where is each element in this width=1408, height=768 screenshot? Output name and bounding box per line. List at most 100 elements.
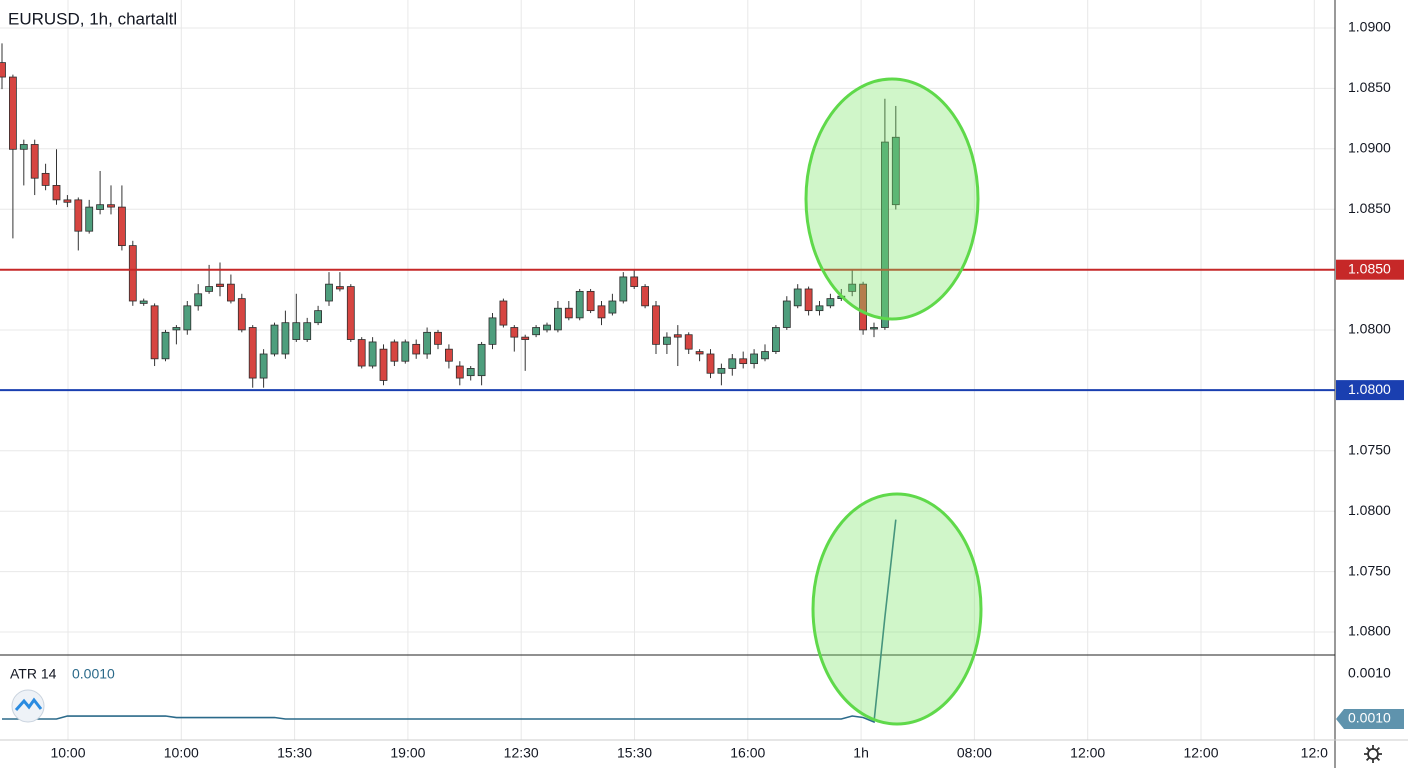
candle-body bbox=[0, 62, 6, 78]
candle-body bbox=[357, 339, 366, 367]
time-axis-label: 10:00 bbox=[50, 745, 85, 761]
candle-body bbox=[554, 307, 562, 331]
time-axis-label: 12:30 bbox=[504, 745, 539, 761]
candle-body bbox=[52, 185, 61, 201]
price-axis-label: 1.0800 bbox=[1348, 623, 1391, 639]
candle-body bbox=[19, 144, 28, 150]
candle-body bbox=[466, 368, 475, 377]
candle-body bbox=[870, 327, 878, 330]
candle-body bbox=[368, 341, 377, 367]
highlight-ellipse bbox=[811, 492, 983, 726]
highlight-ellipse bbox=[804, 77, 980, 321]
candle-body bbox=[325, 283, 333, 302]
candle-body bbox=[303, 322, 312, 340]
atr-badge bbox=[1336, 709, 1404, 730]
level-badge bbox=[1336, 259, 1404, 280]
candle-body bbox=[401, 341, 410, 362]
candle-body bbox=[488, 317, 497, 345]
grid bbox=[0, 0, 1335, 740]
time-axis-label: 15:30 bbox=[617, 745, 652, 761]
candle-body bbox=[292, 322, 301, 340]
candle-body bbox=[608, 300, 617, 314]
price-axis-label: 1.0800 bbox=[1348, 502, 1391, 518]
atr-line bbox=[2, 519, 897, 724]
candle-body bbox=[183, 305, 192, 331]
candle-body bbox=[477, 343, 486, 377]
candle-body bbox=[150, 305, 159, 360]
candle-body bbox=[641, 286, 649, 307]
price-axis-label: 1.0750 bbox=[1348, 562, 1391, 578]
settings-icon[interactable] bbox=[1364, 745, 1382, 763]
candle-body bbox=[434, 331, 442, 345]
candle-body bbox=[128, 245, 137, 302]
time-axis-label: 16:00 bbox=[730, 745, 765, 761]
candle-body bbox=[499, 300, 508, 326]
candle-body bbox=[8, 76, 17, 150]
candle-body bbox=[118, 206, 126, 247]
candle-body bbox=[412, 343, 421, 355]
candle-body bbox=[172, 327, 181, 331]
candle-body bbox=[859, 283, 867, 331]
candle-body bbox=[390, 341, 399, 362]
candle-body bbox=[706, 353, 715, 374]
candle-body bbox=[663, 336, 671, 345]
candle-body bbox=[815, 305, 824, 312]
candle-body bbox=[335, 286, 344, 290]
candle-body bbox=[826, 298, 835, 307]
candle-body bbox=[521, 336, 530, 340]
candle-body bbox=[205, 286, 214, 292]
candle-body bbox=[881, 141, 889, 328]
candle-body bbox=[74, 199, 83, 232]
candle-body bbox=[750, 353, 758, 365]
candle-body bbox=[793, 288, 802, 307]
level-label: 1.0850 bbox=[1348, 260, 1391, 276]
candle-body bbox=[379, 348, 388, 381]
candle-body bbox=[684, 334, 693, 350]
price-axis-label: 1.0850 bbox=[1348, 79, 1391, 95]
candle-body bbox=[673, 334, 682, 338]
plot bbox=[0, 43, 1335, 724]
candle-body bbox=[739, 358, 748, 365]
candle-body bbox=[761, 351, 769, 360]
candle-body bbox=[695, 351, 704, 355]
candle-body bbox=[96, 204, 104, 210]
logo-icon bbox=[14, 697, 43, 711]
price-axis-label: 1.0800 bbox=[1348, 321, 1391, 337]
candle-body bbox=[161, 331, 170, 360]
candle-body bbox=[575, 290, 584, 319]
level-label: 1.0800 bbox=[1348, 381, 1391, 397]
time-axis-label: 15:30 bbox=[277, 745, 312, 761]
candle-body bbox=[423, 331, 432, 355]
candle-body bbox=[41, 172, 50, 186]
gear-teeth[interactable] bbox=[1364, 745, 1382, 763]
candle-body bbox=[444, 348, 453, 362]
time-axis-label: 10:00 bbox=[164, 745, 199, 761]
time-axis-label: 19:00 bbox=[390, 745, 425, 761]
candle-body bbox=[248, 327, 257, 379]
chart-title: EURUSD, 1h, chartaltl bbox=[8, 9, 177, 28]
candle-body bbox=[346, 286, 355, 340]
candle-body bbox=[270, 324, 279, 355]
atr-axis-label: 0.0010 bbox=[1348, 665, 1391, 681]
candle-body bbox=[532, 327, 540, 336]
candle-body bbox=[107, 204, 115, 208]
indicator-value: 0.0010 bbox=[72, 666, 115, 682]
candle-body bbox=[586, 290, 595, 312]
time-axis-label: 12:0 bbox=[1301, 745, 1328, 761]
price-axis-label: 1.0900 bbox=[1348, 19, 1391, 35]
candle-body bbox=[804, 288, 813, 312]
time-axis-label: 12:00 bbox=[1183, 745, 1218, 761]
candle-body bbox=[237, 298, 246, 331]
candle-body bbox=[259, 353, 268, 379]
atr-badge-label: 0.0010 bbox=[1348, 710, 1391, 726]
candle-body bbox=[455, 365, 464, 379]
level-badge bbox=[1336, 380, 1404, 401]
candle-body bbox=[782, 300, 791, 328]
candle-body bbox=[848, 283, 857, 292]
logo bbox=[11, 689, 45, 723]
candle-body bbox=[216, 283, 224, 287]
time-axis-label: 12:00 bbox=[1070, 745, 1105, 761]
time-axis-label: 08:00 bbox=[957, 745, 992, 761]
candle-body bbox=[652, 305, 660, 345]
candle-body bbox=[63, 199, 72, 203]
